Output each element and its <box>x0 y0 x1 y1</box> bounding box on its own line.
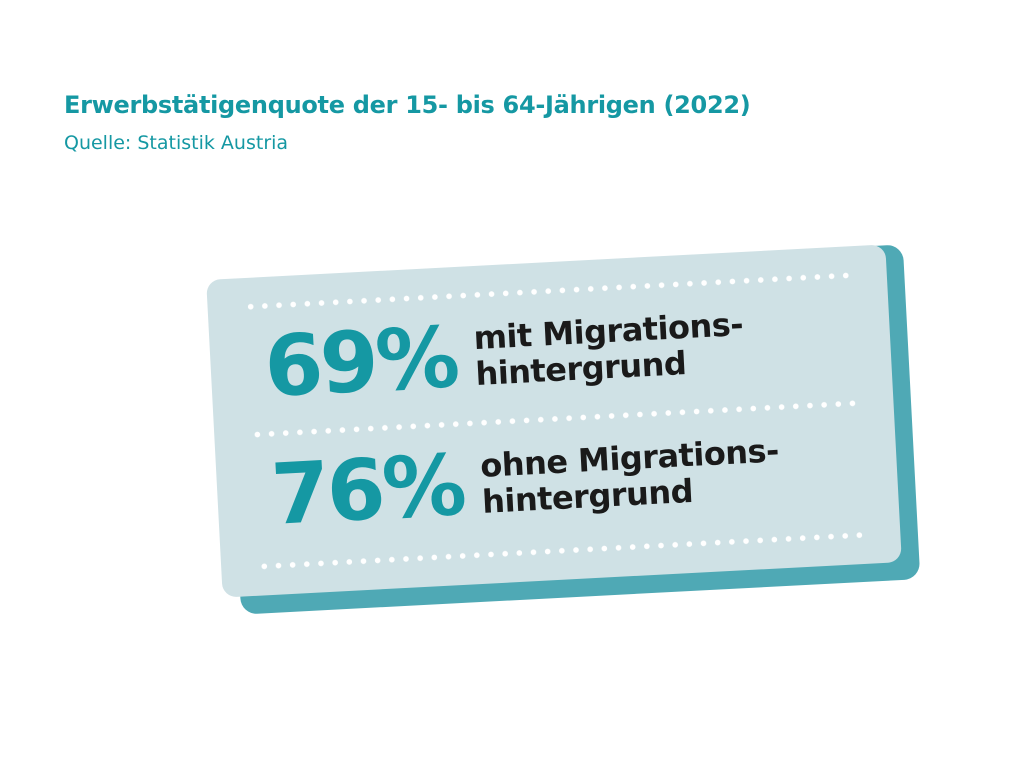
stat-row-without-migration: 76% ohne Migrations- hintergrund <box>268 426 782 544</box>
page-title: Erwerbstätigenquote der 15- bis 64-Jähri… <box>64 91 751 119</box>
stat-label-with-migration: mit Migrations- hintergrund <box>473 305 746 393</box>
stat-row-with-migration: 69% mit Migrations- hintergrund <box>262 300 747 416</box>
stat-value-without-migration: 76% <box>268 435 466 544</box>
dotted-divider-top <box>243 272 851 311</box>
source-note: Quelle: Statistik Austria <box>64 132 289 154</box>
stats-card: 69% mit Migrations- hintergrund 76% ohne… <box>206 244 902 598</box>
stat-label-without-migration: ohne Migrations- hintergrund <box>479 431 781 521</box>
stat-value-with-migration: 69% <box>262 308 460 416</box>
